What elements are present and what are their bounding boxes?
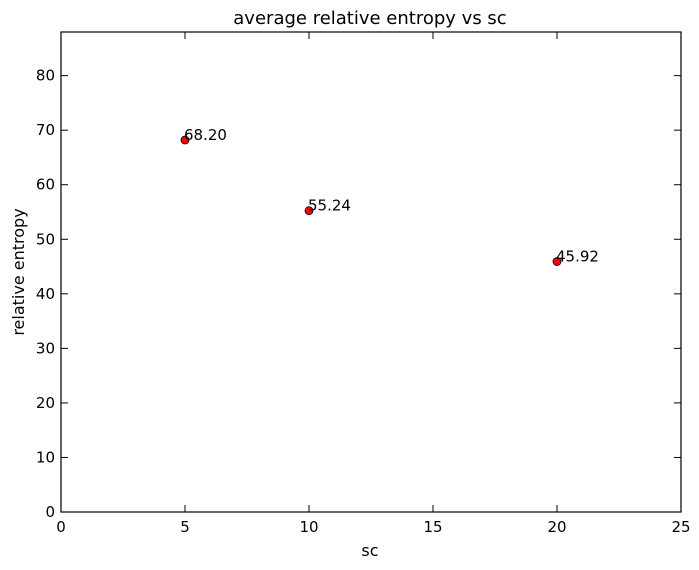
x-axis-label: sc — [361, 541, 378, 560]
data-label: 45.92 — [556, 248, 599, 266]
data-labels: 68.20 55.24 45.92 — [184, 126, 599, 266]
y-tick-label: 60 — [36, 176, 55, 194]
x-tick-label: 25 — [671, 518, 690, 536]
y-axis-ticks: 0 10 20 30 40 50 60 70 80 — [36, 67, 681, 521]
chart-title: average relative entropy vs sc — [233, 8, 506, 29]
data-label: 68.20 — [184, 126, 227, 144]
x-tick-label: 20 — [547, 518, 566, 536]
data-point — [180, 135, 190, 145]
y-tick-label: 40 — [36, 285, 55, 303]
y-tick-label: 80 — [36, 67, 55, 85]
x-tick-label: 10 — [299, 518, 318, 536]
y-tick-label: 70 — [36, 121, 55, 139]
y-tick-label: 50 — [36, 230, 55, 248]
data-point — [304, 206, 314, 216]
y-tick-label: 10 — [36, 448, 55, 466]
x-tick-label: 5 — [180, 518, 190, 536]
y-axis-label: relative entropy — [9, 208, 28, 335]
x-tick-label: 0 — [56, 518, 66, 536]
y-tick-label: 0 — [45, 503, 55, 521]
data-points — [180, 135, 562, 266]
x-tick-label: 15 — [423, 518, 442, 536]
y-tick-label: 30 — [36, 339, 55, 357]
data-label: 55.24 — [308, 197, 351, 215]
plot-area-frame — [60, 31, 682, 513]
data-point — [552, 257, 562, 266]
y-tick-label: 20 — [36, 394, 55, 412]
x-axis-ticks: 0 5 10 15 20 25 — [56, 32, 691, 536]
